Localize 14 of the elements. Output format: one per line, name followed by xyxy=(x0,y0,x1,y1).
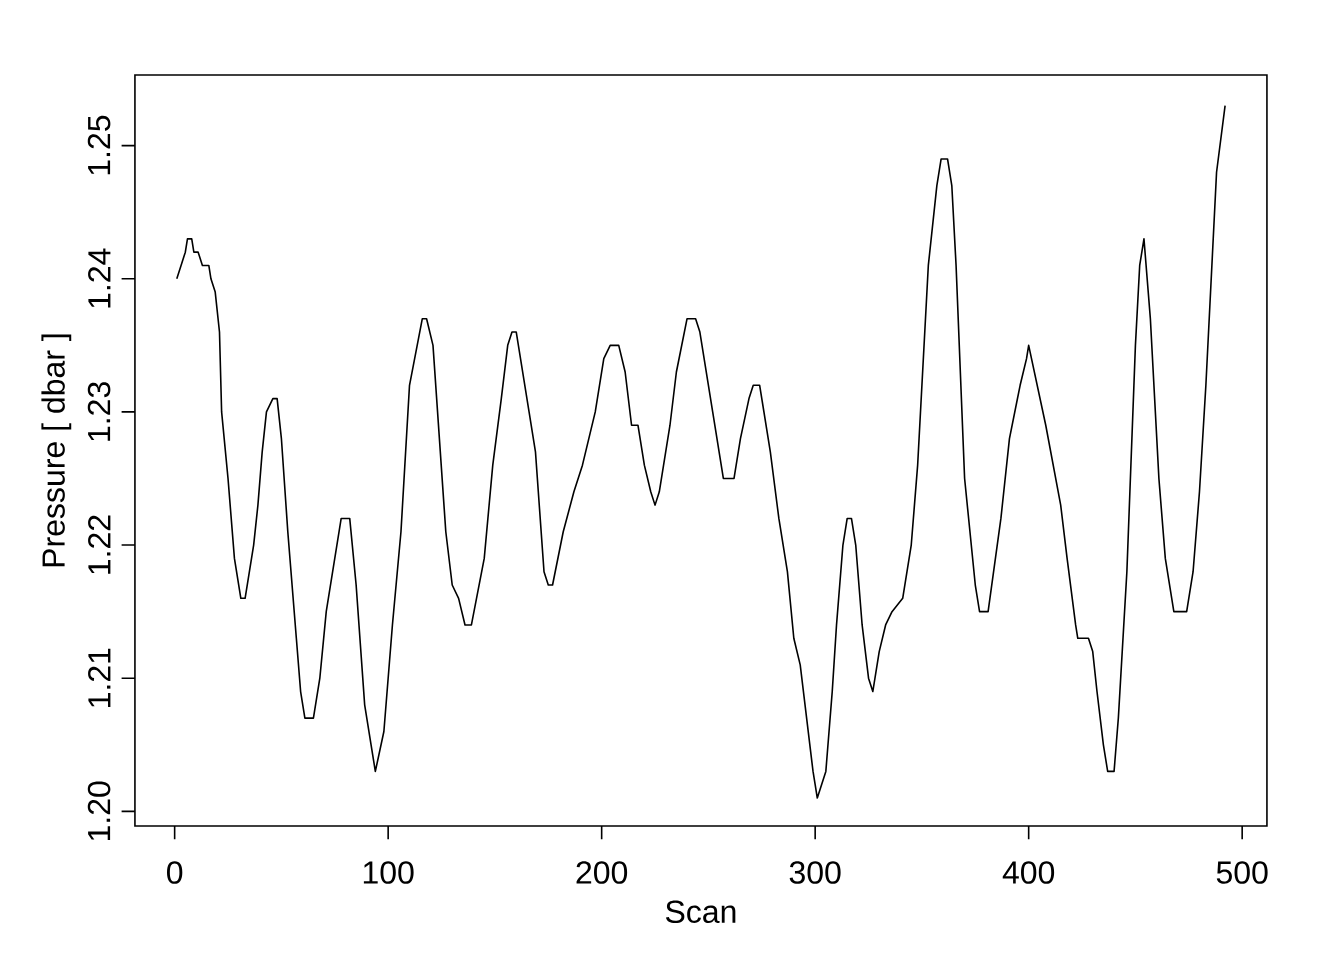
y-tick-label: 1.23 xyxy=(87,382,111,441)
x-tick-label: 200 xyxy=(576,861,628,884)
y-tick-label: 1.21 xyxy=(88,648,111,707)
y-tick-label: 1.24 xyxy=(88,248,111,308)
x-tick-label: 400 xyxy=(1002,861,1055,884)
x-tick-label: 500 xyxy=(1216,861,1268,884)
y-tick-label: 1.20 xyxy=(87,781,111,841)
y-axis-title: Pressure [ dbar ] xyxy=(41,334,72,567)
x-tick-label: 100 xyxy=(363,861,414,884)
x-tick-label: 0 xyxy=(167,861,183,884)
x-tick-label: 300 xyxy=(789,861,841,884)
y-tick-label: 1.25 xyxy=(87,115,111,175)
y-tick-label: 1.22 xyxy=(88,515,111,574)
x-axis-title: Scan xyxy=(665,900,736,924)
